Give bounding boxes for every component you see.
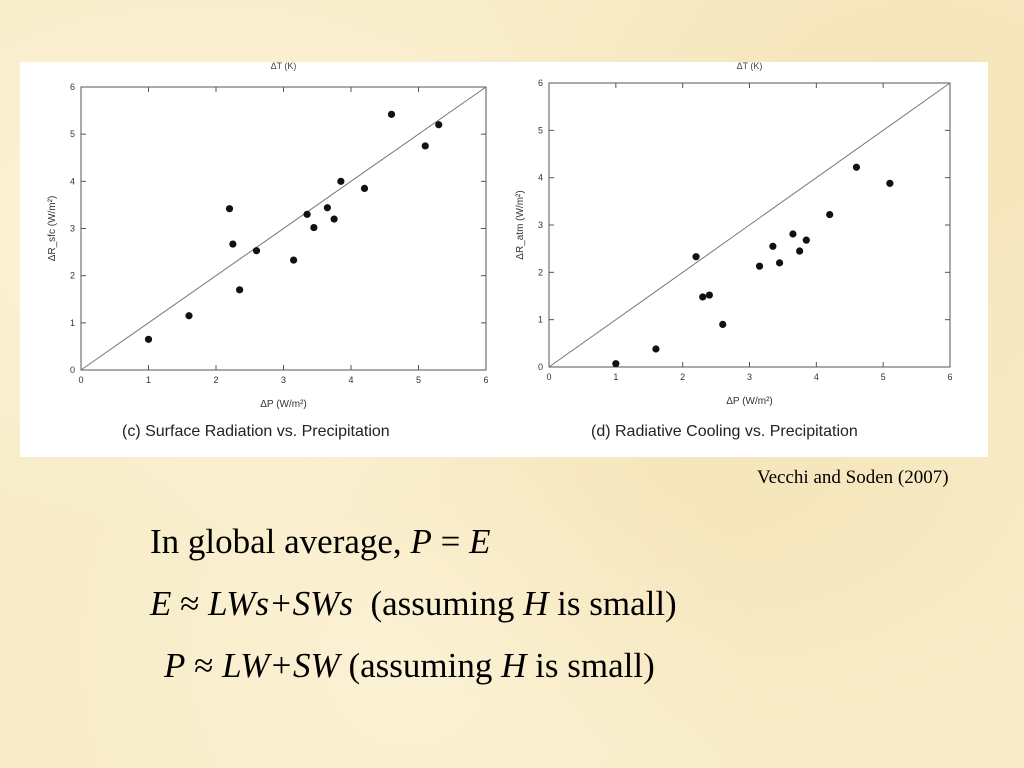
equation-line-1: In global average, P = E: [150, 522, 490, 562]
line2-var: H: [523, 584, 549, 623]
x-tick-label: 6: [947, 372, 952, 382]
y-tick-label: 3: [70, 224, 75, 234]
data-point: [652, 345, 660, 353]
citation: Vecchi and Soden (2007): [757, 467, 949, 488]
y-axis-label: ΔR_sfc (W/m²): [47, 196, 58, 262]
line1-lhs: P: [410, 522, 432, 561]
x-tick-label: 6: [483, 375, 488, 385]
data-point: [612, 360, 620, 368]
line3-rhs: LW+SW: [222, 646, 340, 685]
data-point: [310, 223, 318, 232]
data-point: [387, 110, 396, 118]
x-tick-label: 1: [146, 375, 151, 385]
data-point: [769, 242, 777, 250]
scatter-charts: 0 1 2 3 4 5 6 0 1 2 3 4 5 6 ΔT (K) ΔP (W/m²) ΔR_sfc (W/m…: [47, 62, 953, 440]
y-tick-label: 2: [538, 267, 543, 277]
x-tick-label: 2: [213, 375, 218, 385]
reference-line: [80, 86, 487, 371]
x-tick-label: 4: [814, 372, 819, 382]
x-tick-label: 5: [881, 372, 886, 382]
data-point: [755, 262, 764, 270]
line2-cond-open: (assuming: [352, 584, 524, 623]
data-point: [360, 184, 369, 193]
line2-op: ≈: [171, 584, 209, 623]
data-point: [886, 179, 894, 187]
data-point: [692, 253, 700, 261]
line3-var: H: [501, 646, 527, 685]
y-tick-label: 3: [538, 220, 543, 230]
y-tick-label: 1: [70, 318, 75, 328]
data-point: [699, 293, 707, 301]
x-axis-label: ΔP (W/m²): [726, 396, 772, 407]
y-axis-label: ΔR_atm (W/m²): [515, 190, 526, 259]
data-point: [775, 259, 784, 267]
chart-caption: (d) Radiative Cooling vs. Precipitation: [591, 423, 858, 440]
y-tick-label: 4: [538, 173, 543, 183]
x-tick-label: 4: [348, 375, 353, 385]
y-tick-label: 1: [538, 315, 543, 325]
x-tick-label: 1: [613, 372, 618, 382]
line2-lhs: E: [150, 584, 172, 623]
x-tick-label: 2: [680, 372, 685, 382]
x-tick-label: 5: [416, 375, 421, 385]
data-point: [252, 247, 261, 255]
data-point: [229, 240, 237, 248]
equation-line-2: E ≈ LWs+SWs (assuming H is small): [150, 584, 677, 624]
top-axis-label: ΔT (K): [737, 62, 763, 71]
y-tick-label: 0: [538, 362, 543, 372]
data-point: [290, 256, 298, 264]
data-point: [719, 320, 727, 328]
data-point: [421, 142, 429, 150]
data-point: [802, 236, 810, 244]
y-tick-label: 5: [538, 125, 543, 135]
line3-cond-close: is small): [526, 646, 655, 685]
y-tick-label: 6: [70, 82, 75, 92]
x-tick-label: 0: [78, 375, 83, 385]
top-axis-label: ΔT (K): [271, 62, 297, 71]
data-point: [303, 210, 311, 218]
y-tick-label: 2: [70, 271, 75, 281]
y-tick-label: 0: [70, 365, 75, 375]
line1-rhs: E: [469, 522, 491, 561]
y-tick-label: 5: [70, 129, 75, 139]
data-point: [225, 205, 234, 213]
line3-cond-open: (assuming: [339, 646, 502, 685]
data-point: [236, 286, 244, 294]
line1-prefix: In global average,: [150, 522, 411, 561]
line2-rhs: LWs+SWs: [208, 584, 353, 623]
x-tick-label: 0: [546, 372, 551, 382]
data-point: [705, 291, 714, 299]
chart-c: 0 1 2 3 4 5 6 0 1 2 3 4 5 6 ΔT (K) ΔP (W/m²) ΔR_sfc (W/m…: [47, 62, 489, 440]
data-point: [330, 215, 338, 223]
y-tick-label: 6: [538, 78, 543, 88]
data-point: [796, 247, 804, 255]
data-point: [435, 121, 443, 129]
data-point: [337, 177, 345, 185]
y-tick-label: 4: [70, 176, 75, 186]
data-point: [789, 230, 797, 238]
equation-line-3: P ≈ LW+SW (assuming H is small): [164, 646, 655, 686]
x-tick-label: 3: [747, 372, 752, 382]
line3-lhs: P: [164, 646, 186, 685]
figure-panel: 0 1 2 3 4 5 6 0 1 2 3 4 5 6 ΔT (K) ΔP (W/m²) ΔR_sfc (W/m…: [20, 62, 988, 457]
reference-line: [548, 82, 951, 368]
line3-op: ≈: [185, 646, 223, 685]
data-point: [144, 335, 153, 343]
data-point: [826, 210, 834, 219]
line1-op: =: [431, 522, 470, 561]
data-point: [852, 163, 861, 171]
x-axis-label: ΔP (W/m²): [260, 399, 306, 410]
data-point: [323, 204, 331, 212]
chart-d: 0 1 2 3 4 5 6 0 1 2 3 4 5 6 ΔT (K) ΔP (W/m²) ΔR_atm (W/m…: [515, 62, 953, 440]
chart-caption: (c) Surface Radiation vs. Precipitation: [122, 423, 390, 440]
line2-cond-close: is small): [548, 584, 677, 623]
data-point: [185, 312, 193, 320]
x-tick-label: 3: [281, 375, 286, 385]
